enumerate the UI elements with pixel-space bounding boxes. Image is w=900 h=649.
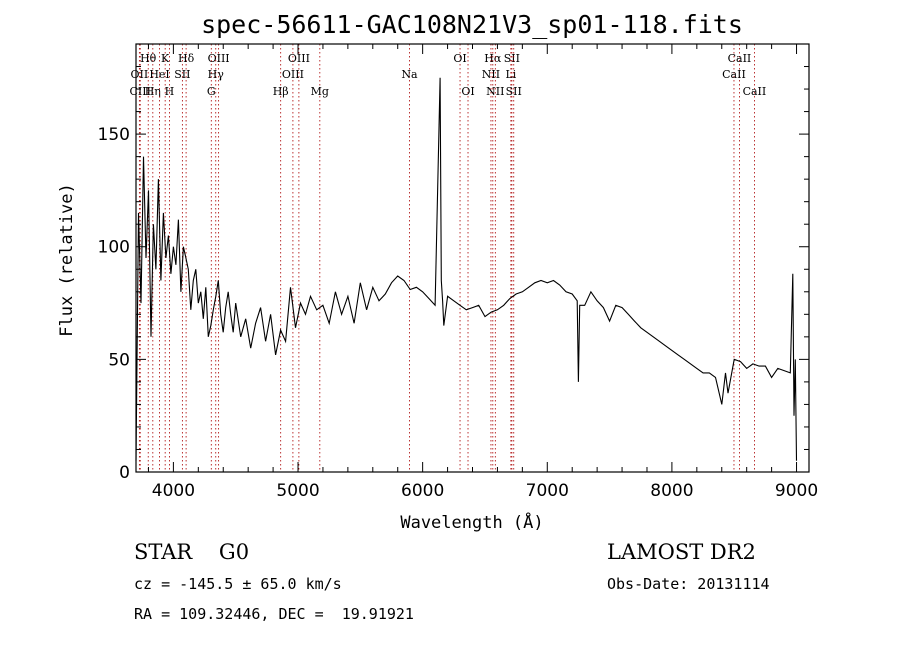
line-label: Hα xyxy=(484,52,502,65)
survey-name: LAMOST DR2 xyxy=(607,540,756,564)
x-tick-label: 5000 xyxy=(276,481,319,501)
x-tick-label: 6000 xyxy=(401,481,444,501)
line-label: K xyxy=(161,52,170,65)
line-label: Na xyxy=(401,68,418,81)
x-tick-label: 8000 xyxy=(650,481,693,501)
line-label: Li xyxy=(505,68,516,81)
classification: STAR G0 xyxy=(134,540,250,564)
x-axis-label: Wavelength (Å) xyxy=(400,511,543,533)
x-axis-ticks: 4000 5000 6000 7000 8000 9000 xyxy=(147,44,818,501)
velocity-readout: cz = -145.5 ± 65.0 km/s xyxy=(134,575,342,593)
line-label: SII xyxy=(174,68,190,81)
line-label: CaII xyxy=(722,68,746,81)
line-label: SII xyxy=(506,85,522,98)
line-label: Hβ xyxy=(273,85,289,98)
x-tick-label: 4000 xyxy=(152,481,195,501)
line-label: Hη xyxy=(145,85,161,98)
y-tick-label: 0 xyxy=(119,463,130,483)
y-axis-ticks: 0 50 100 150 xyxy=(98,66,809,483)
line-label: HeI xyxy=(149,68,169,81)
obs-date: Obs-Date: 20131114 xyxy=(607,575,770,593)
line-label: Hδ xyxy=(178,52,195,65)
line-label: NII xyxy=(486,85,504,98)
line-label: SII xyxy=(504,52,520,65)
line-label: CaII xyxy=(743,85,767,98)
line-label: G xyxy=(207,85,216,98)
x-tick-label: 9000 xyxy=(775,481,818,501)
line-label: OIII xyxy=(288,52,310,65)
y-axis-label: Flux (relative) xyxy=(57,183,77,337)
line-label: OIII xyxy=(208,52,230,65)
line-label: OI xyxy=(461,85,474,98)
line-label: OII xyxy=(131,68,149,81)
line-label: OI xyxy=(453,52,466,65)
plot-frame xyxy=(135,43,810,473)
line-label: OIII xyxy=(282,68,304,81)
coordinates: RA = 109.32446, DEC = 19.91921 xyxy=(134,605,414,623)
y-tick-label: 100 xyxy=(98,238,130,258)
line-label: Mg xyxy=(311,85,329,98)
line-label: Hθ xyxy=(140,52,157,65)
spectrum-line xyxy=(135,77,798,461)
y-tick-label: 150 xyxy=(98,125,130,145)
line-label: Hγ xyxy=(208,68,225,81)
line-label: CIII xyxy=(130,85,151,98)
chart-title: spec-56611-GAC108N21V3_sp01-118.fits xyxy=(201,10,743,39)
x-tick-label: 7000 xyxy=(526,481,569,501)
line-label: NII xyxy=(482,68,500,81)
line-label: CaII xyxy=(728,52,752,65)
line-label: H xyxy=(165,85,175,98)
y-tick-label: 50 xyxy=(108,350,130,370)
